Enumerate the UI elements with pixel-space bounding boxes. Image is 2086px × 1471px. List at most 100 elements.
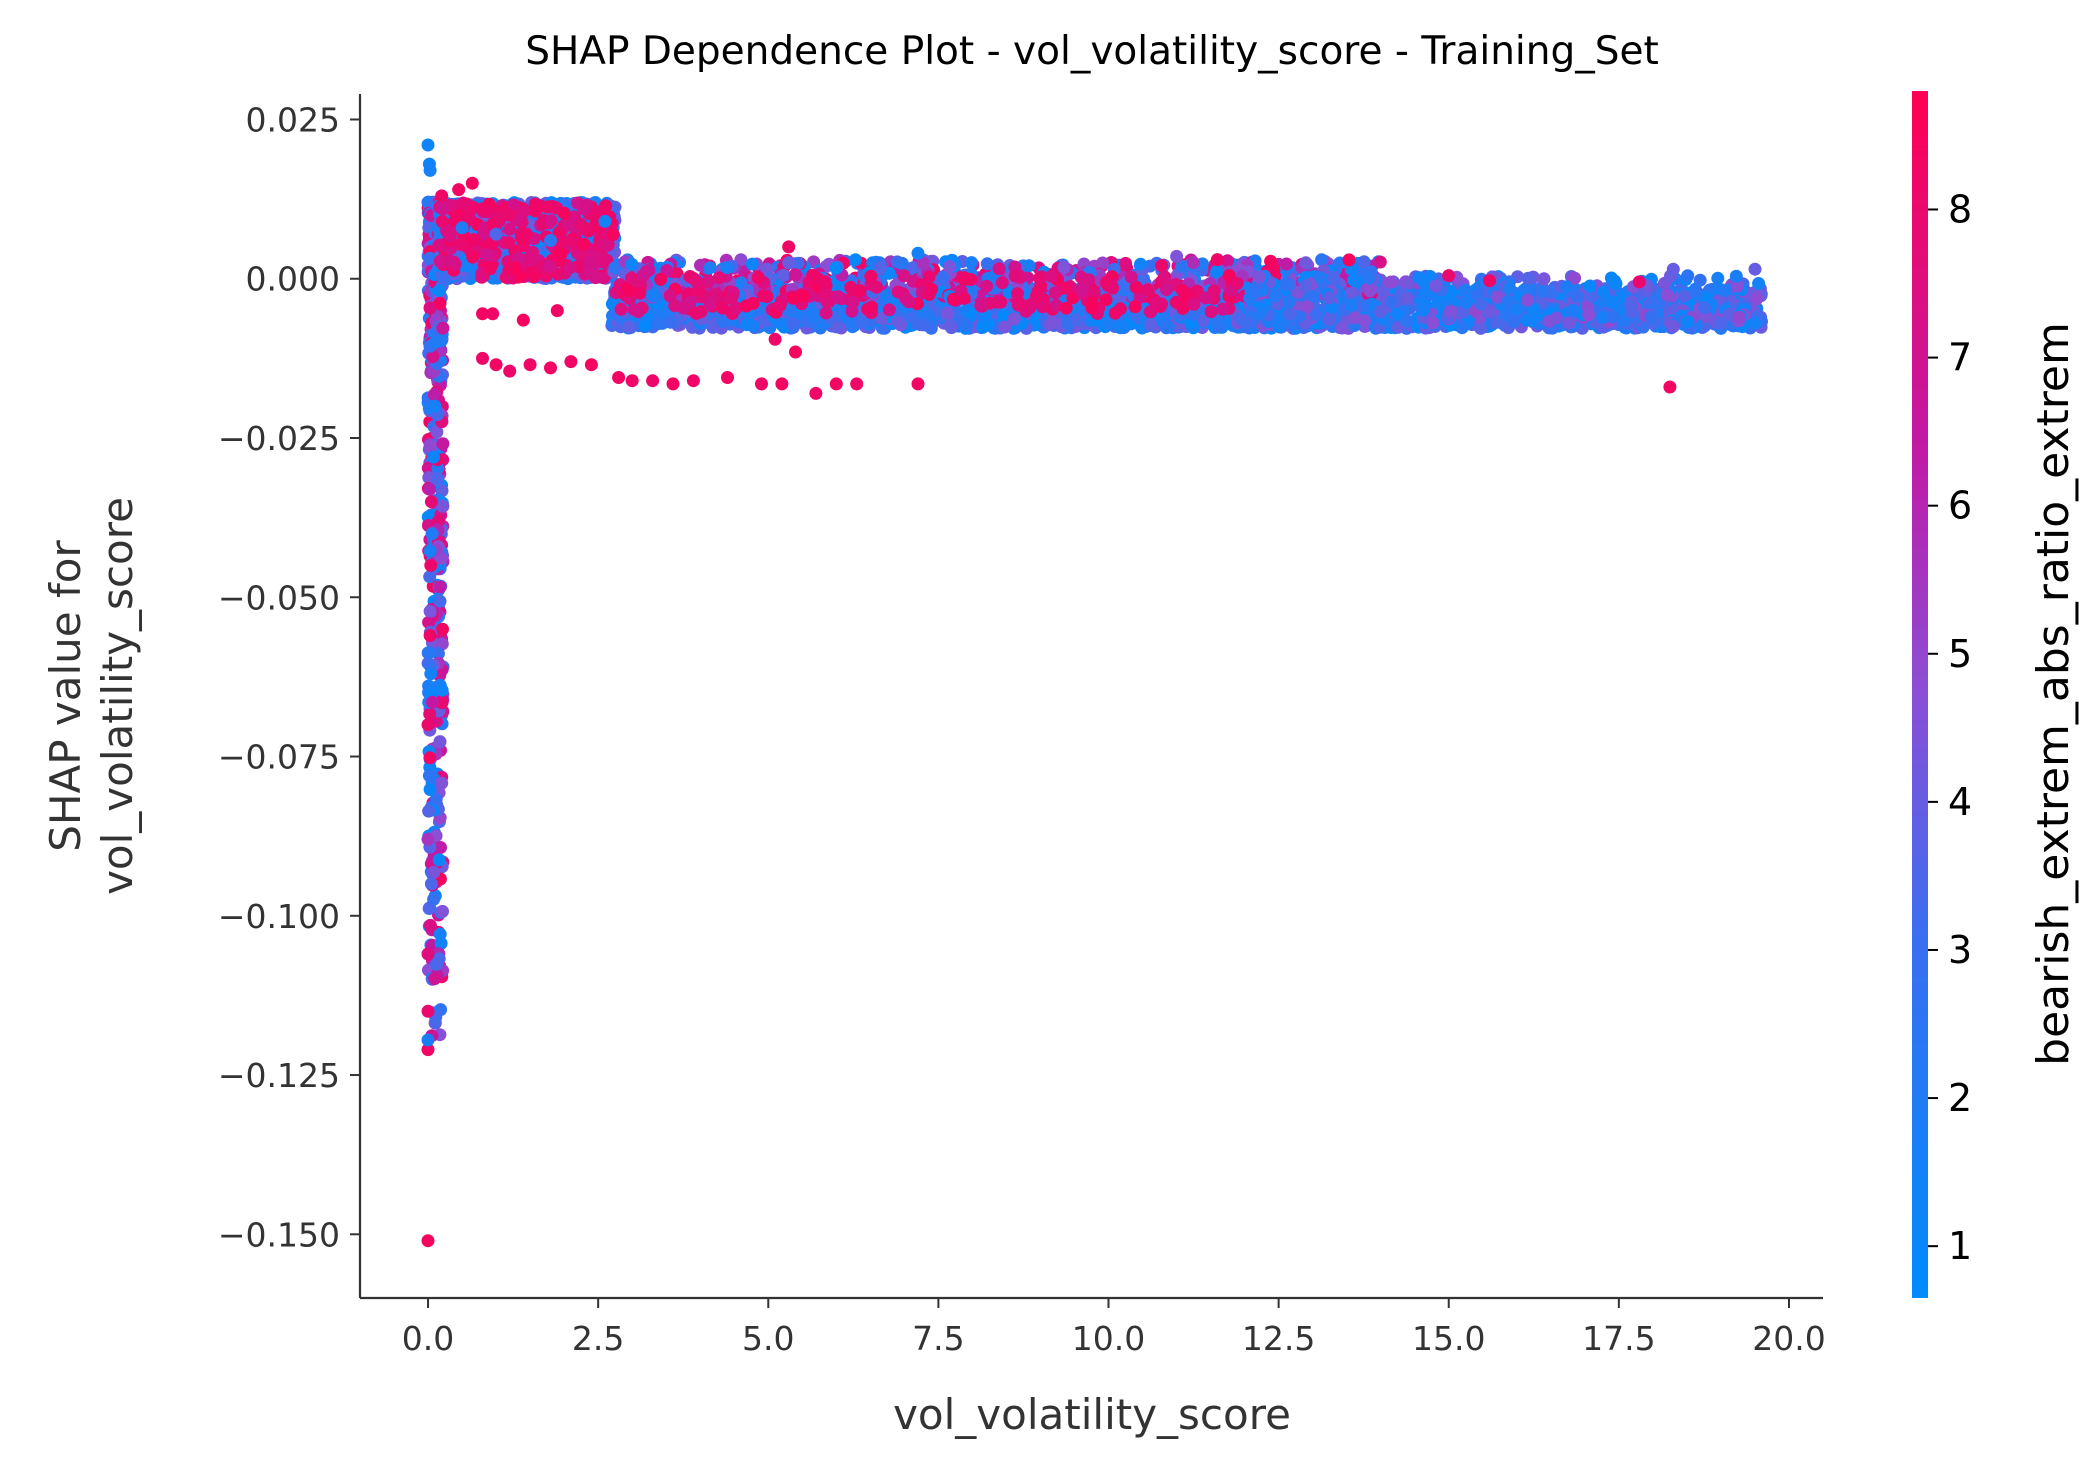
scatter-point [664,315,677,329]
scatter-point [606,228,620,241]
scatter-point [443,254,456,268]
scatter-point [544,214,558,228]
scatter-point [502,236,516,250]
scatter-point [435,696,449,710]
scatter-point [880,289,894,303]
scatter-point [1119,256,1133,270]
scatter-point [580,198,594,212]
scatter-point [486,217,500,231]
scatter-point [421,461,435,475]
scatter-point [422,646,436,660]
scatter-point [433,296,447,310]
scatter-point [786,316,800,330]
scatter-point [423,570,437,584]
scatter-point [849,253,862,267]
scatter-point [1115,320,1129,334]
scatter-point [1678,289,1692,303]
scatter-point [430,425,444,439]
scatter-point [647,289,661,303]
scatter-point [422,615,436,629]
scatter-point [454,237,468,251]
scatter-point [777,268,791,282]
scatter-point [435,215,449,228]
scatter-point [423,301,437,315]
scatter-point [423,783,437,796]
scatter-point [436,202,450,216]
scatter-point [459,210,473,224]
scatter-point [525,266,539,280]
scatter-point [583,255,597,269]
scatter-point [855,315,869,329]
scatter-point [427,892,441,906]
scatter-point [433,254,447,268]
scatter-point [998,320,1012,334]
scatter-point [423,751,437,765]
scatter-point [423,604,437,618]
scatter-point [1096,256,1110,270]
scatter-point [467,233,481,247]
scatter-point [1134,257,1147,271]
scatter-point [443,230,457,244]
scatter-point [433,580,447,594]
scatter-point [940,306,954,320]
scatter-point [426,350,440,364]
scatter-point [483,262,497,276]
scatter-point [508,261,522,275]
scatter-point [436,437,450,451]
scatter-point [980,257,994,271]
scatter-point [807,311,821,325]
scatter-point [423,439,437,453]
scatter-point [456,196,470,210]
scatter-point [638,319,652,333]
scatter-point [1070,313,1084,327]
scatter-point [506,198,520,212]
scatter-point [436,321,450,335]
scatter-point [598,237,612,251]
scatter-point [1279,257,1293,271]
scatter-point [943,260,957,274]
scatter-point [427,388,441,402]
scatter-point [429,792,443,806]
scatter-point [431,472,445,486]
scatter-point [423,544,437,558]
scatter-point [436,499,450,513]
scatter-point [548,201,562,214]
scatter-point [433,594,447,608]
scatter-point [436,904,449,918]
scatter-point [432,952,446,966]
scatter-point [423,707,437,721]
scatter-point [436,622,449,636]
scatter-point [435,683,449,697]
scatter-point [475,270,489,284]
scatter-point [556,235,570,249]
scatter-point [466,250,480,264]
scatter-point [432,283,446,297]
scatter-point [592,205,606,219]
scatter-point [916,318,930,332]
scatter-point [1455,321,1469,335]
plot-area [421,138,1768,1248]
scatter-point [652,316,666,330]
scatter-point [1186,256,1200,269]
scatter-point [1162,320,1176,334]
scatter-point [435,776,449,790]
scatter-point [423,918,437,932]
scatter-point [428,972,442,986]
scatter-point [422,804,436,818]
scatter-point [551,267,565,281]
scatter-point [1210,265,1224,278]
scatter-point [525,246,539,260]
chart-title: SHAP Dependence Plot - vol_volatility_sc… [525,29,1659,74]
scatter-point [427,865,441,879]
scatter-point [944,320,958,333]
scatter-point [503,222,517,236]
scatter-point [747,319,760,333]
scatter-point [563,261,577,275]
scatter-point [434,936,448,950]
scatter-point [431,647,445,661]
scatter-point [959,318,973,332]
scatter-point [542,259,556,273]
scatter-point [423,482,437,496]
scatter-point [519,227,533,241]
